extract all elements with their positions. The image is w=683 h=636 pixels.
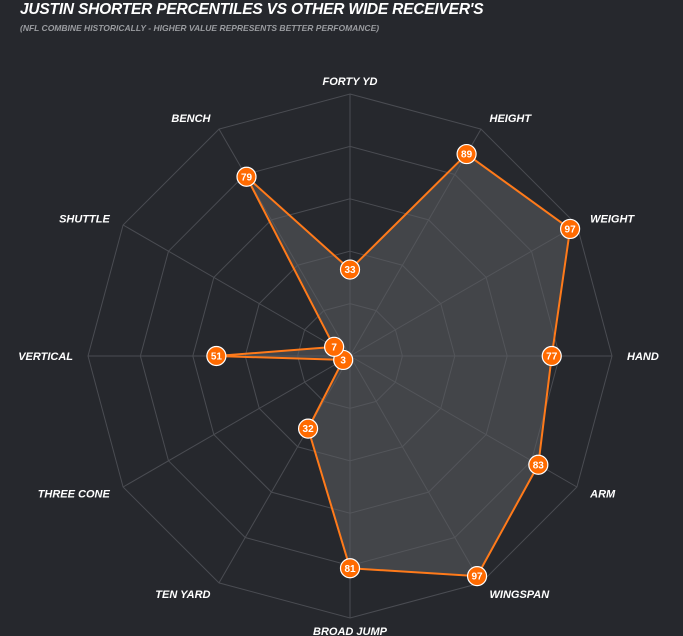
data-point-label: 32 xyxy=(303,424,315,435)
data-point-label: 83 xyxy=(533,460,545,471)
data-point-label: 97 xyxy=(472,572,484,583)
data-point-marker xyxy=(339,558,361,579)
data-point-marker xyxy=(528,454,549,475)
axis-label: HEIGHT xyxy=(490,113,533,125)
data-point-marker xyxy=(236,166,257,187)
axis-labels: FORTY YD HEIGHT WEIGHT HAND ARM WINGSPAN BROAD… xyxy=(18,76,659,636)
data-point-marker xyxy=(324,336,345,357)
axis-label: WINGSPAN xyxy=(490,589,551,601)
chart-title: JUSTIN SHORTER PERCENTILES VS OTHER WIDE… xyxy=(20,1,484,18)
data-point-label: 3 xyxy=(340,356,346,367)
axis-label: THREE CONE xyxy=(38,489,111,501)
data-point-label: 51 xyxy=(211,352,223,363)
data-point-marker xyxy=(297,418,319,439)
data-point-label: 97 xyxy=(565,225,577,236)
data-point-label: 81 xyxy=(344,564,356,575)
series-area xyxy=(216,154,571,577)
data-point-marker xyxy=(456,143,477,165)
data-point-marker xyxy=(206,345,227,367)
grid-spoke xyxy=(122,355,351,488)
grid-spoke xyxy=(122,224,351,357)
data-series: 33 89 97 77 83 97 81 32 3 51 7 79 xyxy=(206,143,581,587)
axis-label: BENCH xyxy=(171,113,211,125)
axis-label: HAND xyxy=(627,351,659,363)
axis-label: WEIGHT xyxy=(590,214,635,226)
axis-label: BROAD JUMP xyxy=(313,626,388,636)
axis-label: VERTICAL xyxy=(18,351,73,363)
axis-label: ARM xyxy=(589,489,616,501)
data-point-label: 77 xyxy=(546,352,558,363)
chart-subtitle: (NFL COMBINE HISTORICALLY - HIGHER VALUE… xyxy=(20,23,380,33)
data-point-marker xyxy=(541,345,562,367)
data-point-marker xyxy=(339,259,361,280)
data-point-label: 33 xyxy=(344,265,356,276)
data-point-label: 79 xyxy=(241,172,253,183)
axis-label: FORTY YD xyxy=(322,76,377,88)
data-point-label: 7 xyxy=(331,342,337,353)
data-point-marker xyxy=(559,218,581,240)
data-point-marker xyxy=(466,565,488,587)
axis-label: SHUTTLE xyxy=(59,214,110,226)
data-point-label: 89 xyxy=(461,150,473,161)
axis-label: TEN YARD xyxy=(155,589,210,601)
